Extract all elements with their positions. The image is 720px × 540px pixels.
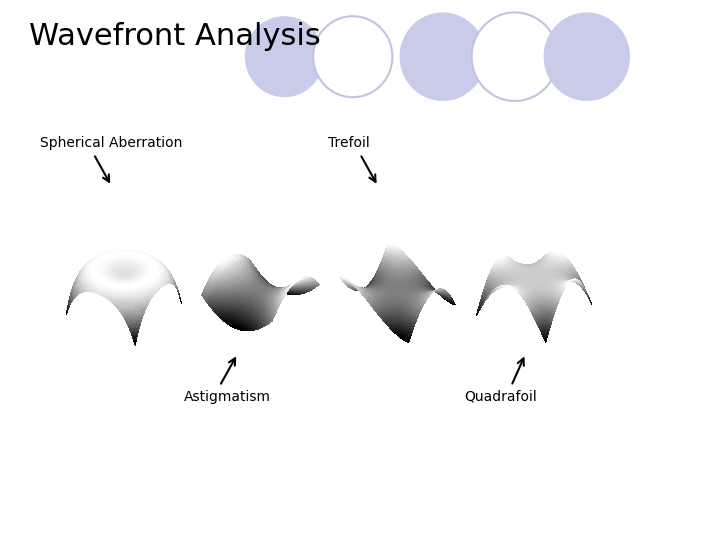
Text: Quadrafoil: Quadrafoil	[464, 390, 537, 404]
Text: Astigmatism: Astigmatism	[184, 390, 271, 404]
Text: Trefoil: Trefoil	[328, 136, 369, 150]
Text: Wavefront Analysis: Wavefront Analysis	[29, 22, 320, 51]
Text: Spherical Aberration: Spherical Aberration	[40, 136, 182, 150]
